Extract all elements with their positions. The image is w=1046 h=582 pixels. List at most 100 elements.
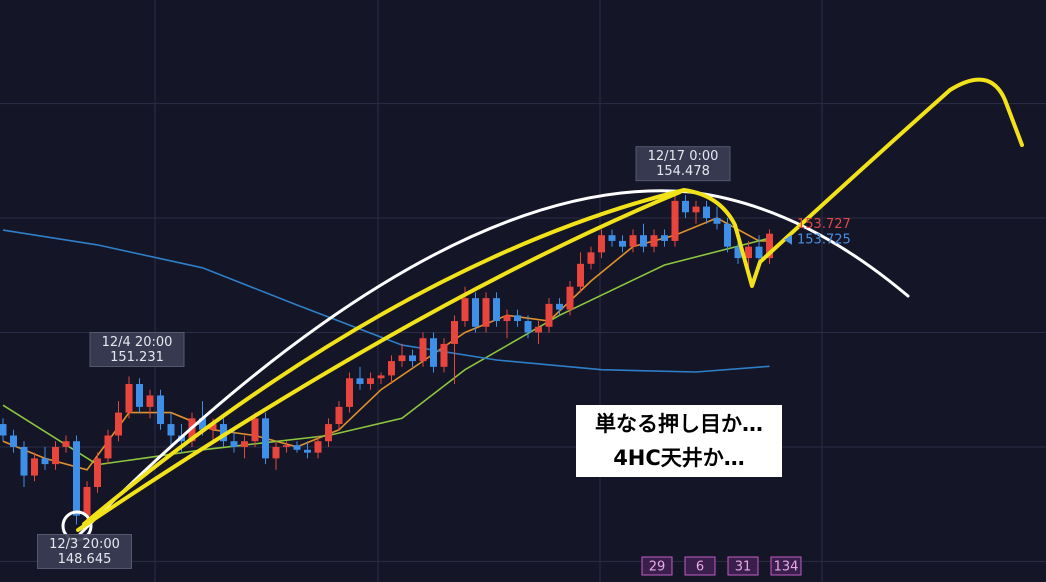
annotation-box bbox=[37, 533, 132, 569]
candle-body bbox=[157, 395, 164, 425]
counter-box bbox=[770, 556, 802, 576]
yellow-scenario bbox=[82, 77, 1024, 526]
candle-body bbox=[167, 424, 175, 436]
candle-body bbox=[556, 303, 563, 310]
annotation-time: 12/3 20:00 bbox=[49, 537, 120, 552]
candle-body bbox=[650, 235, 658, 247]
counter-value: 29 bbox=[649, 560, 666, 575]
candle-body bbox=[661, 235, 668, 241]
note-background bbox=[576, 405, 782, 477]
counter-value: 6 bbox=[696, 560, 704, 575]
counter-box bbox=[684, 556, 716, 576]
candle-body bbox=[115, 412, 122, 436]
counter-value: 31 bbox=[735, 560, 752, 575]
hand-drawings bbox=[61, 77, 1024, 542]
candle-body bbox=[514, 315, 521, 322]
note-box: 単なる押し目か… 4HC天井か… bbox=[576, 405, 782, 477]
candle-body bbox=[304, 449, 311, 453]
candle-body bbox=[545, 303, 553, 327]
candle-body bbox=[20, 446, 28, 476]
annotation-time: 12/17 0:00 bbox=[648, 149, 719, 164]
price-label: 153.727 bbox=[797, 217, 851, 232]
candle-body bbox=[10, 435, 17, 447]
candle-body bbox=[31, 458, 38, 476]
candle-body bbox=[262, 418, 269, 459]
candle-body bbox=[104, 435, 112, 459]
candle-body bbox=[755, 246, 763, 259]
candle-body bbox=[629, 235, 637, 247]
candle-body bbox=[335, 406, 343, 425]
candle-body bbox=[703, 206, 710, 219]
candle-body bbox=[598, 235, 605, 253]
candle-body bbox=[230, 441, 238, 447]
candle-body bbox=[472, 298, 479, 327]
annotation-time: 12/4 20:00 bbox=[102, 335, 173, 350]
candle-body bbox=[293, 445, 301, 450]
candle-body bbox=[398, 355, 406, 362]
candle-body bbox=[62, 441, 70, 447]
candle-body bbox=[503, 315, 511, 322]
candle-body bbox=[251, 418, 259, 442]
candle-body bbox=[587, 252, 595, 264]
candle-body bbox=[482, 298, 490, 327]
price-marker bbox=[784, 234, 792, 245]
candle-body bbox=[671, 200, 679, 241]
candle-body bbox=[94, 458, 101, 488]
yellow-line bbox=[76, 190, 682, 532]
candle-body bbox=[734, 246, 742, 259]
white-arc bbox=[78, 189, 910, 536]
candle-body bbox=[608, 235, 616, 241]
candle-body bbox=[692, 206, 700, 213]
candle-body bbox=[440, 343, 448, 367]
candle-body bbox=[0, 424, 7, 436]
candle-body bbox=[346, 378, 353, 407]
candle-body bbox=[356, 378, 364, 384]
annotation-price: 148.645 bbox=[58, 552, 112, 567]
candle-body bbox=[724, 223, 731, 247]
candle-body bbox=[73, 441, 80, 516]
candle-body bbox=[209, 424, 217, 430]
candle-body bbox=[713, 218, 721, 224]
candle-body bbox=[125, 383, 133, 413]
candle-body bbox=[640, 235, 647, 247]
candle-body bbox=[272, 446, 280, 459]
annotation-price: 154.478 bbox=[656, 164, 710, 179]
note-line: 4HC天井か… bbox=[613, 446, 745, 470]
candle-body bbox=[419, 338, 427, 362]
candle-body bbox=[566, 286, 574, 310]
annotation-price: 151.231 bbox=[110, 350, 164, 365]
candle-body bbox=[146, 395, 154, 407]
candle-body bbox=[325, 424, 332, 442]
annotation-box bbox=[635, 146, 731, 182]
counter-box bbox=[727, 556, 759, 576]
counter-value: 134 bbox=[774, 560, 799, 575]
annotation-box bbox=[89, 331, 185, 367]
candle-body bbox=[367, 378, 374, 384]
candle-body bbox=[535, 326, 542, 333]
candle-body bbox=[766, 233, 773, 259]
candle-body bbox=[52, 446, 59, 465]
vertical-grid bbox=[154, 0, 823, 582]
candle-body bbox=[524, 321, 532, 333]
candle-body bbox=[745, 246, 752, 259]
candle-body bbox=[577, 263, 584, 287]
candle-body bbox=[377, 375, 385, 379]
candle-body bbox=[451, 321, 458, 344]
candle-body bbox=[619, 240, 626, 247]
candle-body bbox=[388, 361, 395, 376]
candle-body bbox=[461, 298, 469, 322]
counters: 29 6 31 134 bbox=[641, 556, 802, 576]
candle-body bbox=[493, 298, 500, 322]
candle-body bbox=[220, 424, 227, 442]
candle-body bbox=[430, 338, 437, 367]
moving-average bbox=[2, 237, 770, 466]
candle-body bbox=[241, 441, 248, 447]
candle-body bbox=[136, 383, 143, 407]
candle-body bbox=[83, 487, 91, 516]
counter-box bbox=[641, 556, 673, 576]
